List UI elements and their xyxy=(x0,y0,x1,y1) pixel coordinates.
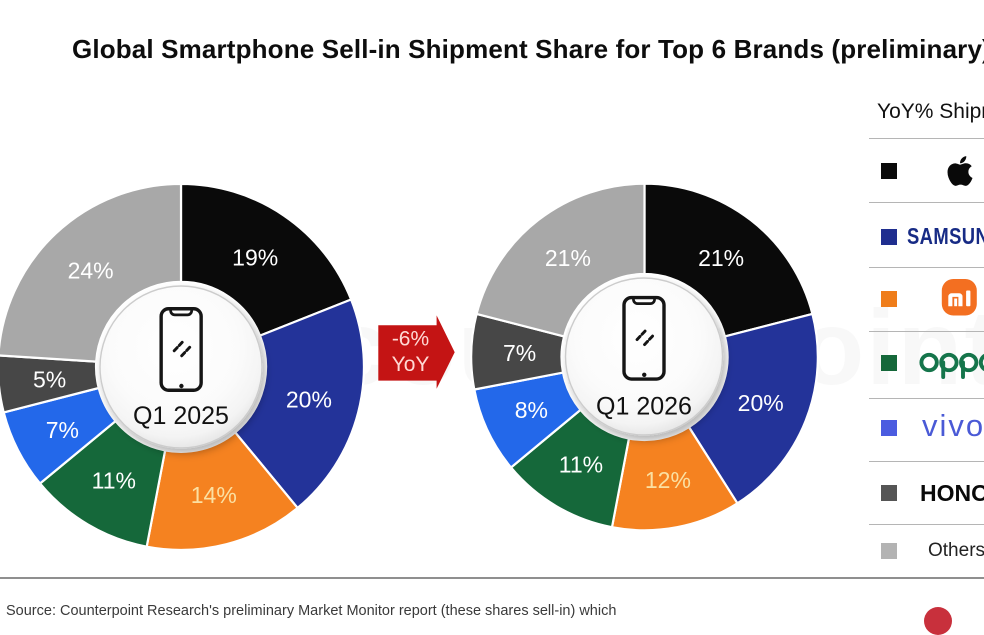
svg-text:21%: 21% xyxy=(545,245,591,271)
svg-text:14%: 14% xyxy=(191,482,237,508)
svg-text:5%: 5% xyxy=(33,366,66,392)
svg-text:12%: 12% xyxy=(645,467,691,493)
svg-text:20%: 20% xyxy=(286,387,332,413)
svg-text:20%: 20% xyxy=(738,390,784,416)
svg-text:11%: 11% xyxy=(559,452,603,478)
svg-text:7%: 7% xyxy=(46,417,79,443)
svg-text:Q1 2026: Q1 2026 xyxy=(596,393,692,421)
svg-text:Q1 2025: Q1 2025 xyxy=(133,402,229,430)
svg-text:11%: 11% xyxy=(92,468,136,494)
svg-text:7%: 7% xyxy=(503,340,536,366)
svg-text:8%: 8% xyxy=(515,397,548,423)
svg-text:-6%: -6% xyxy=(392,328,429,351)
svg-text:24%: 24% xyxy=(68,258,114,284)
svg-text:21%: 21% xyxy=(698,245,744,271)
svg-text:YoY: YoY xyxy=(392,353,430,376)
svg-text:19%: 19% xyxy=(232,245,278,271)
